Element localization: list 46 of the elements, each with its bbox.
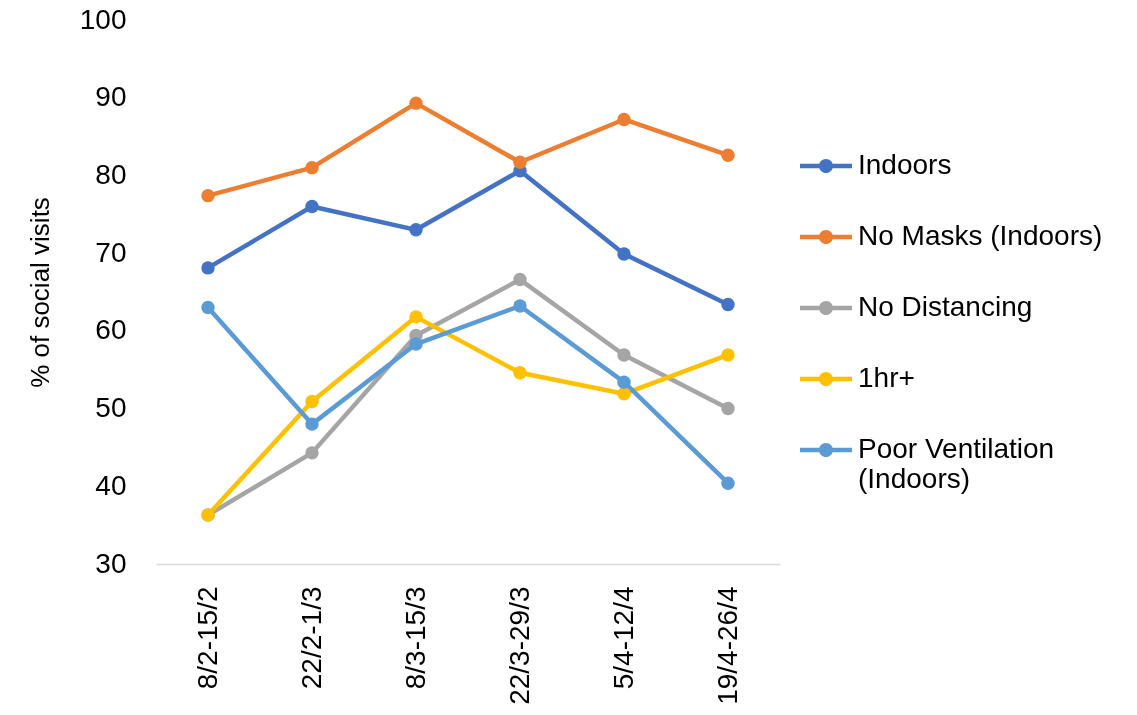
point xyxy=(617,375,631,389)
point xyxy=(409,223,423,237)
point xyxy=(721,401,735,416)
point xyxy=(409,310,423,324)
point xyxy=(513,155,527,169)
point xyxy=(305,199,319,214)
x-tick-label: 5/4-12/4 xyxy=(607,586,639,690)
point xyxy=(721,148,735,162)
point xyxy=(721,297,735,312)
x-tick-label: 22/3-29/3 xyxy=(503,586,535,705)
point xyxy=(513,299,527,313)
point xyxy=(305,160,319,175)
point xyxy=(201,188,215,203)
x-tick-label: 8/2-15/2 xyxy=(191,586,223,690)
y-tick-label: 50 xyxy=(95,392,127,424)
point xyxy=(513,272,527,287)
point xyxy=(305,417,319,431)
point xyxy=(201,300,215,315)
point xyxy=(721,476,735,490)
point xyxy=(617,112,631,127)
y-tick-label: 30 xyxy=(95,547,127,579)
legend-label: 1hr+ xyxy=(858,362,915,393)
y-tick-label: 100 xyxy=(79,3,127,35)
point xyxy=(617,247,631,261)
x-tick-label: 8/3-15/3 xyxy=(399,586,431,690)
point xyxy=(305,446,319,460)
y-tick-label: 40 xyxy=(95,469,127,501)
y-axis-title: % of social visits xyxy=(24,197,55,388)
x-tick-label: 22/2-1/3 xyxy=(295,586,327,690)
point xyxy=(409,96,423,110)
point xyxy=(617,387,631,401)
legend-label: Poor Ventilation (Indoors) xyxy=(858,433,1055,494)
point xyxy=(305,394,319,409)
legend-label: Indoors xyxy=(858,149,952,180)
point xyxy=(721,348,735,362)
legend-label: No Masks (Indoors) xyxy=(858,220,1103,251)
point xyxy=(201,261,215,275)
x-tick-label: 19/4-26/4 xyxy=(711,586,743,705)
y-tick-label: 90 xyxy=(95,81,127,113)
y-tick-label: 60 xyxy=(95,314,127,346)
legend-label: No Distancing xyxy=(858,291,1033,322)
point xyxy=(513,366,527,380)
point xyxy=(617,348,631,362)
y-tick-label: 80 xyxy=(95,158,127,190)
y-tick-label: 70 xyxy=(95,236,127,268)
point xyxy=(409,337,423,351)
